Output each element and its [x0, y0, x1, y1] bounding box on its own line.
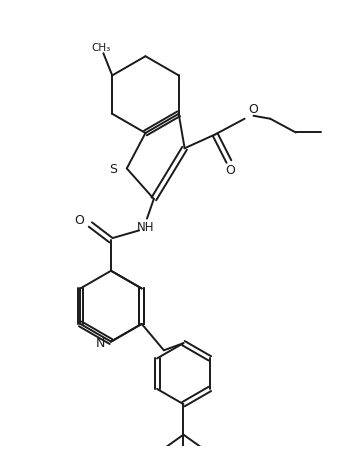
- Text: O: O: [225, 164, 235, 177]
- Text: CH₃: CH₃: [91, 43, 111, 53]
- Text: O: O: [248, 103, 258, 116]
- Text: S: S: [109, 162, 117, 175]
- Text: N: N: [96, 336, 105, 350]
- Text: NH: NH: [137, 221, 154, 234]
- Text: O: O: [75, 214, 84, 226]
